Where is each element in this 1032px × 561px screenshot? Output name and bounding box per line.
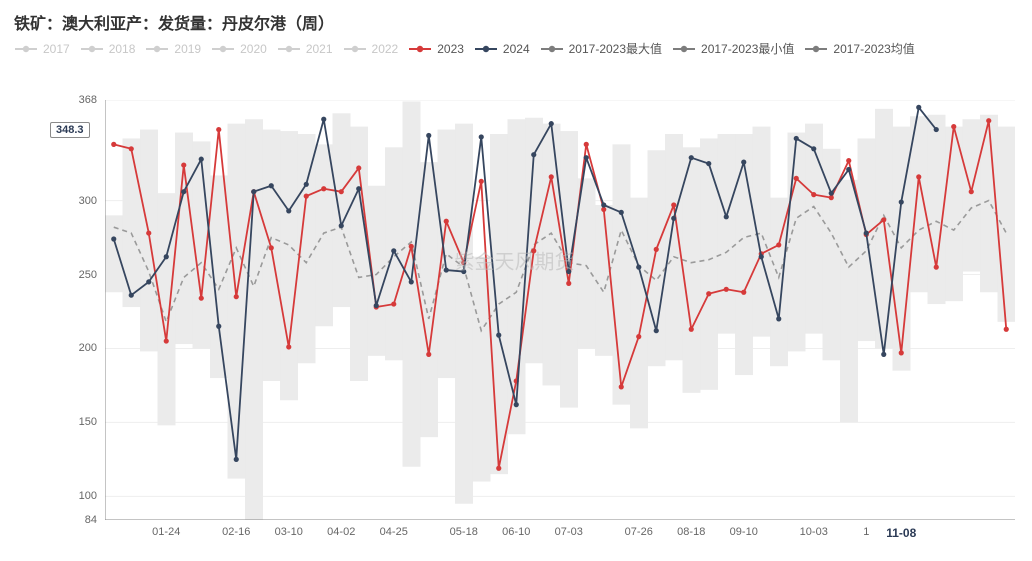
legend-swatch bbox=[408, 43, 432, 55]
x-tick-label: 10-03 bbox=[800, 526, 828, 538]
legend-swatch bbox=[14, 43, 38, 55]
y-tick-label: 250 bbox=[67, 269, 97, 281]
legend-label: 2018 bbox=[109, 42, 136, 56]
y-tick-label: 300 bbox=[67, 195, 97, 207]
x-tick-label: 07-26 bbox=[625, 526, 653, 538]
x-tick-label: 09-10 bbox=[730, 526, 758, 538]
legend-item-2017-2023最大值[interactable]: 2017-2023最大值 bbox=[540, 40, 662, 57]
legend-item-2024[interactable]: 2024 bbox=[474, 42, 530, 56]
y-tick-label: 84 bbox=[67, 514, 97, 526]
x-tick-label: 01-24 bbox=[152, 526, 180, 538]
y-tick-label: 368 bbox=[67, 94, 97, 106]
y-tick-label: 100 bbox=[67, 490, 97, 502]
x-tick-label: 07-03 bbox=[555, 526, 583, 538]
x-tick-label: 08-18 bbox=[677, 526, 705, 538]
x-tick-label: 04-02 bbox=[327, 526, 355, 538]
legend-item-2023[interactable]: 2023 bbox=[408, 42, 464, 56]
legend-swatch bbox=[540, 43, 564, 55]
legend-label: 2017-2023最大值 bbox=[569, 40, 662, 57]
legend-label: 2017 bbox=[43, 42, 70, 56]
legend-swatch bbox=[474, 43, 498, 55]
legend-label: 2024 bbox=[503, 42, 530, 56]
x-tick-label: 1 bbox=[863, 526, 869, 538]
x-tick-label: 02-16 bbox=[222, 526, 250, 538]
y-tick-label: 200 bbox=[67, 342, 97, 354]
legend-label: 2021 bbox=[306, 42, 333, 56]
x-tick-label: 04-25 bbox=[380, 526, 408, 538]
x-tick-label: 06-10 bbox=[502, 526, 530, 538]
legend-label: 2017-2023最小值 bbox=[701, 40, 794, 57]
y-tick-label: 150 bbox=[67, 416, 97, 428]
x-tick-label: 11-08 bbox=[886, 526, 916, 540]
legend-swatch bbox=[804, 43, 828, 55]
legend-label: 2022 bbox=[372, 42, 399, 56]
chart-title: 铁矿：澳大利亚产：发货量：丹皮尔港（周） bbox=[14, 10, 1018, 34]
legend-swatch bbox=[211, 43, 235, 55]
legend-label: 2020 bbox=[240, 42, 267, 56]
legend-item-2019[interactable]: 2019 bbox=[145, 42, 201, 56]
last-value-badge: 348.3 bbox=[50, 122, 90, 138]
legend-swatch bbox=[80, 43, 104, 55]
legend-label: 2017-2023均值 bbox=[833, 40, 914, 57]
legend-item-2022[interactable]: 2022 bbox=[343, 42, 399, 56]
legend-item-2020[interactable]: 2020 bbox=[211, 42, 267, 56]
legend-label: 2023 bbox=[437, 42, 464, 56]
legend-item-2017[interactable]: 2017 bbox=[14, 42, 70, 56]
legend-swatch bbox=[343, 43, 367, 55]
plot-area bbox=[105, 100, 1015, 520]
legend-item-2017-2023均值[interactable]: 2017-2023均值 bbox=[804, 40, 914, 57]
legend: 2017 2018 2019 2020 2021 2022 2023 2024 2017-202… bbox=[14, 40, 1018, 57]
legend-swatch bbox=[672, 43, 696, 55]
legend-swatch bbox=[277, 43, 301, 55]
x-tick-label: 03-10 bbox=[275, 526, 303, 538]
legend-label: 2019 bbox=[174, 42, 201, 56]
legend-item-2021[interactable]: 2021 bbox=[277, 42, 333, 56]
legend-item-2018[interactable]: 2018 bbox=[80, 42, 136, 56]
chart-container: 铁矿：澳大利亚产：发货量：丹皮尔港（周） 2017 2018 2019 2020 202… bbox=[0, 0, 1032, 561]
legend-item-2017-2023最小值[interactable]: 2017-2023最小值 bbox=[672, 40, 794, 57]
x-tick-label: 05-18 bbox=[450, 526, 478, 538]
legend-swatch bbox=[145, 43, 169, 55]
